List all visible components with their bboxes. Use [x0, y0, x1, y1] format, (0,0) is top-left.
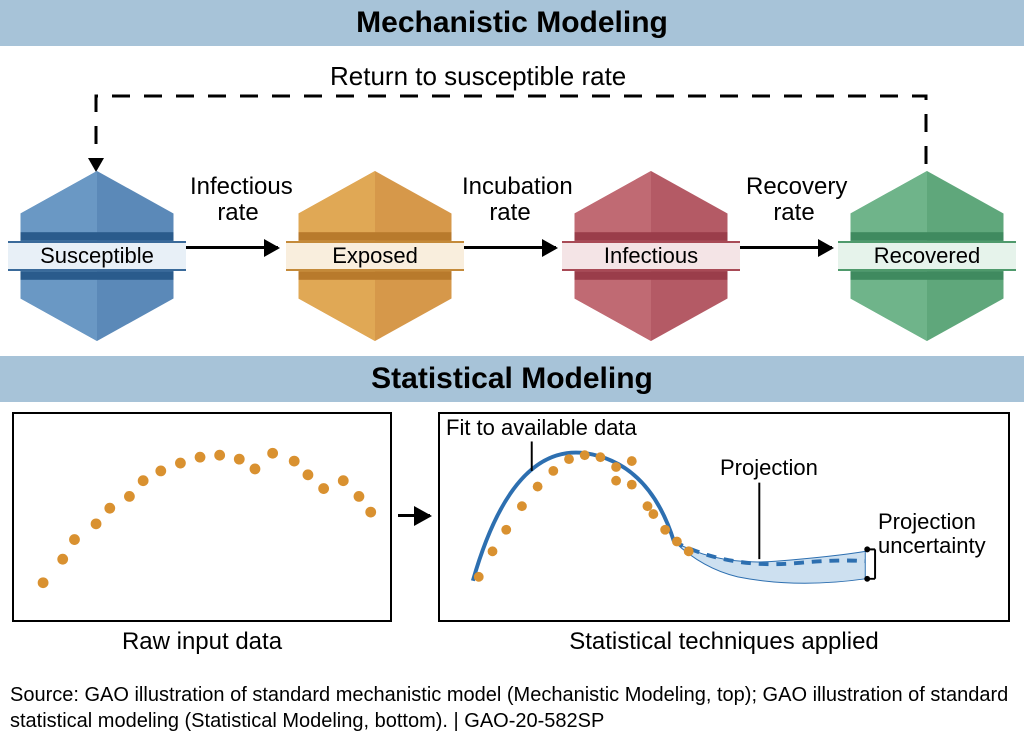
raw-data-scatter: [14, 414, 390, 620]
hex-label: Infectious: [562, 241, 740, 271]
hex-exposed: Exposed: [290, 171, 460, 341]
banner-mechanistic: Mechanistic Modeling: [0, 0, 1024, 46]
raw-data-box: [12, 412, 392, 622]
caption-fitted: Statistical techniques applied: [478, 628, 970, 656]
fitted-data-box: Fit to available data Projection Project…: [438, 412, 1010, 622]
dashed-return-path: [0, 46, 1024, 176]
transition-arrow: [186, 246, 278, 249]
hex-susceptible: Susceptible: [12, 171, 182, 341]
hex-infectious: Infectious: [566, 171, 736, 341]
rate-label: Infectiousrate: [190, 174, 286, 227]
hex-label: Recovered: [838, 241, 1016, 271]
source-text: Source: GAO illustration of standard mec…: [10, 682, 1010, 734]
rate-label: Incubationrate: [462, 174, 558, 227]
annot-uncertainty: Projectionuncertainty: [878, 510, 986, 558]
rate-label: Recoveryrate: [746, 174, 842, 227]
mechanistic-section: Return to susceptible rate Susceptible E…: [0, 46, 1024, 356]
annot-fit: Fit to available data: [446, 416, 637, 440]
hex-recovered: Recovered: [842, 171, 1012, 341]
annot-projection: Projection: [720, 456, 818, 480]
caption-raw: Raw input data: [52, 628, 352, 656]
banner-statistical: Statistical Modeling: [0, 356, 1024, 402]
transition-arrow: [464, 246, 556, 249]
statistical-section: Fit to available data Projection Project…: [0, 402, 1024, 692]
hex-label: Exposed: [286, 241, 464, 271]
stat-arrow: [398, 514, 430, 517]
hex-label: Susceptible: [8, 241, 186, 271]
transition-arrow: [740, 246, 832, 249]
